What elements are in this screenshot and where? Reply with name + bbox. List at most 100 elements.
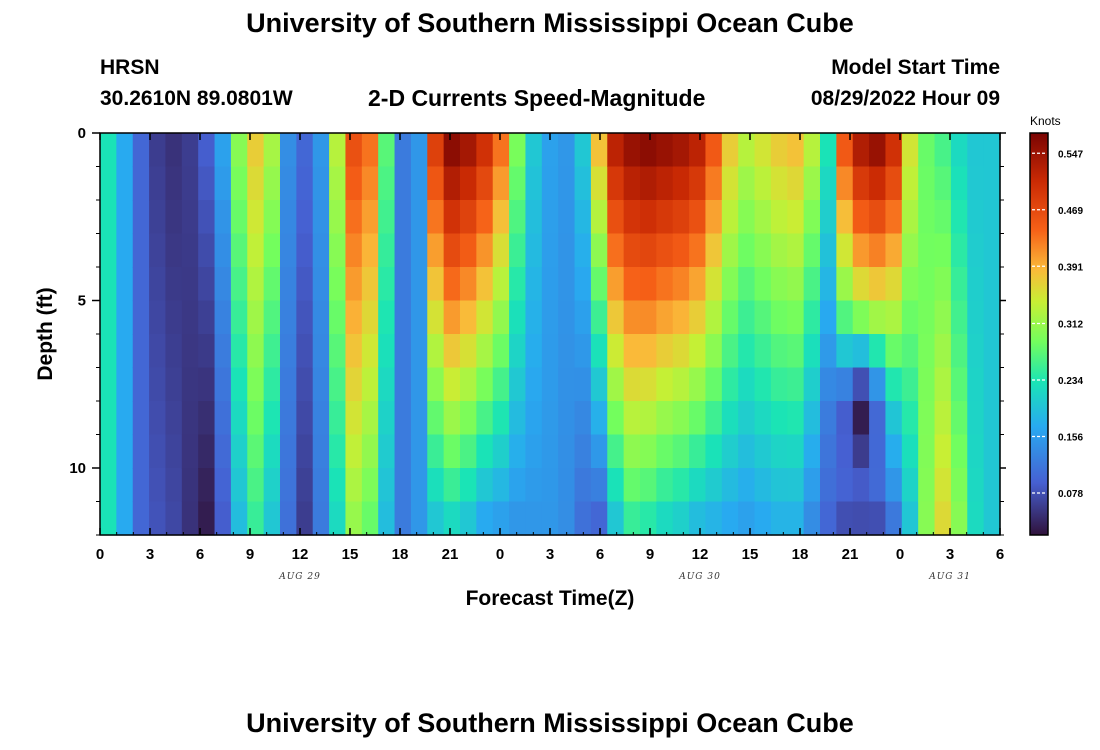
heatmap-cell [950,200,968,235]
heatmap-cell [705,233,723,268]
heatmap-cell [574,166,592,201]
footer-title: University of Southern Mississippi Ocean… [246,708,854,738]
heatmap-cell [492,233,510,268]
heatmap-cell [918,367,936,402]
heatmap-cell [754,367,772,402]
heatmap-cell [443,367,461,402]
heatmap-cell [983,401,1001,436]
heatmap-cell [885,166,903,201]
heatmap-cell [509,133,527,168]
heatmap-cell [640,401,657,436]
heatmap-cell [754,468,772,503]
heatmap-cell [721,166,739,201]
heatmap-cell [132,401,150,436]
heatmap-cell [181,300,199,335]
heatmap-cell [983,367,1001,402]
heatmap-cell [607,468,625,503]
heatmap-cell [803,233,821,268]
heatmap-cell [869,300,887,335]
heatmap-cell [345,267,363,302]
heatmap-cell [820,468,837,503]
heatmap-cell [803,434,821,469]
heatmap-cell [787,434,805,469]
heatmap-cell [165,401,183,436]
heatmap-cell [787,200,805,235]
heatmap-cell [443,401,461,436]
heatmap-cell [901,166,919,201]
heatmap-cell [672,267,690,302]
heatmap-cell [901,267,919,302]
heatmap-cell [607,166,625,201]
heatmap-cell [623,434,641,469]
heatmap-cell [590,233,608,268]
model-start-label: Model Start Time [831,56,1000,79]
heatmap-cell [443,501,461,536]
heatmap-cell [869,334,887,369]
heatmap-cell [901,334,919,369]
heatmap-cell [738,233,756,268]
y-tick-label: 10 [69,460,86,477]
heatmap-cell [640,434,657,469]
heatmap-cell [427,133,445,168]
heatmap-cell [574,501,592,536]
heatmap-cell [149,200,167,235]
heatmap-cell [852,267,870,302]
heatmap-cell [950,468,968,503]
heatmap-cell [950,300,968,335]
chart-subtitle: 2-D Currents Speed-Magnitude [368,85,706,111]
heatmap-cell [934,334,952,369]
heatmap-cell [836,267,854,302]
heatmap-cell [672,468,690,503]
heatmap-cell [836,233,854,268]
heatmap-cell [836,434,854,469]
heatmap-cell [312,468,330,503]
heatmap-cell [754,233,772,268]
heatmap-cell [427,166,445,201]
heatmap-cell [181,233,199,268]
heatmap-cell [607,367,625,402]
heatmap-cell [312,166,330,201]
heatmap-cell [247,501,265,536]
heatmap-cell [345,501,363,536]
heatmap-cell [361,200,379,235]
heatmap-cell [869,233,887,268]
heatmap-cell [263,401,281,436]
heatmap-cell [541,367,559,402]
heatmap-cell [214,334,232,369]
heatmap-cell [165,367,183,402]
heatmap-cell [181,200,199,235]
heatmap-cell [443,267,461,302]
heatmap-cell [132,501,150,536]
x-date-label: AUG 31 [928,572,971,582]
heatmap-cell [492,401,510,436]
heatmap-cell [574,133,592,168]
heatmap-cell [492,468,510,503]
heatmap-cell [770,367,788,402]
heatmap-cell [885,367,903,402]
heatmap-cell [623,401,641,436]
heatmap-cell [296,200,314,235]
heatmap-cell [950,267,968,302]
heatmap-cell [607,200,625,235]
heatmap-cell [247,334,265,369]
heatmap-cell [721,334,739,369]
heatmap-cell [509,166,527,201]
heatmap-cell [623,166,641,201]
heatmap-cell [427,434,445,469]
heatmap-cell [607,334,625,369]
heatmap-cell [100,166,117,201]
heatmap-cell [476,434,494,469]
heatmap-cell [770,233,788,268]
heatmap-cell [132,468,150,503]
heatmap-cell [705,200,723,235]
heatmap-cell [590,401,608,436]
heatmap-cell [132,166,150,201]
heatmap-cell [378,501,396,536]
heatmap-cell [803,300,821,335]
heatmap-cell [198,434,216,469]
heatmap-cell [623,267,641,302]
heatmap-cell [100,200,117,235]
heatmap-cell [214,367,232,402]
heatmap-cell [934,401,952,436]
heatmap-cell [640,267,657,302]
